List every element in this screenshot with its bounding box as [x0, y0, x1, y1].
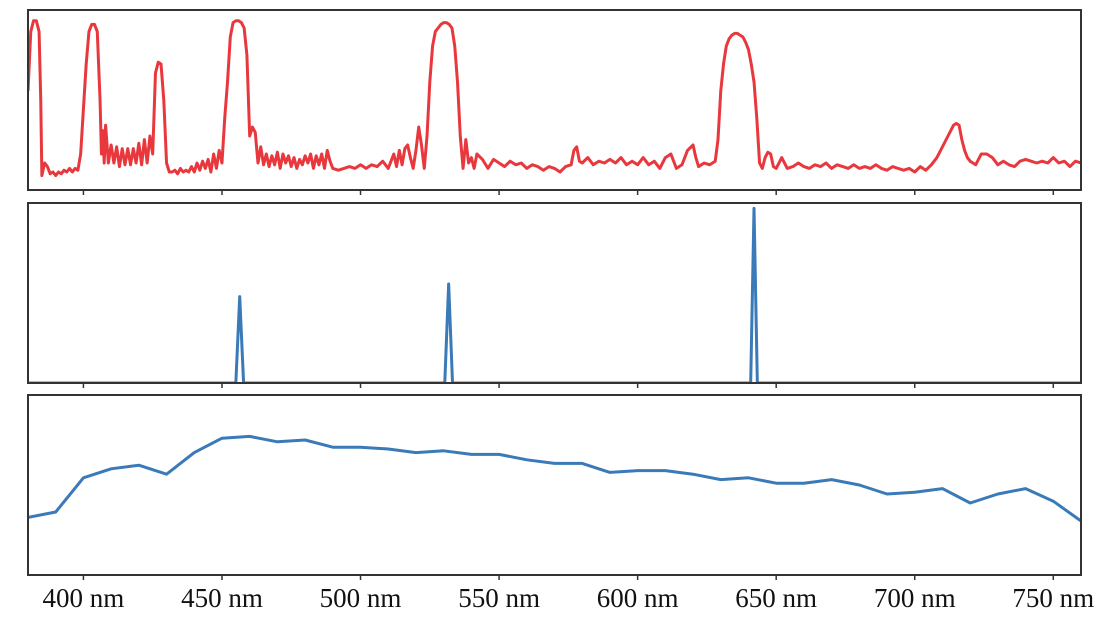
x-tick-label: 500 nm [320, 583, 402, 613]
line-series [28, 434, 1081, 523]
panel-frame [27, 394, 1082, 576]
panel [27, 9, 1082, 195]
x-tick-label: 600 nm [597, 583, 679, 613]
panel-frame [27, 202, 1082, 384]
x-tick-label: 550 nm [458, 583, 540, 613]
panel-frame [27, 9, 1082, 191]
line-series [28, 19, 1081, 178]
line-series [28, 206, 1081, 383]
x-tick-label: 750 nm [1012, 583, 1094, 613]
panel: 400 nm 450 nm 500 nm 550 nm 600 nm 650 nm 700 … [27, 394, 1094, 613]
panel [27, 202, 1082, 388]
x-tick-label: 650 nm [735, 583, 817, 613]
x-tick-label: 450 nm [181, 583, 263, 613]
x-tick-label: 400 nm [43, 583, 125, 613]
x-tick-label: 700 nm [874, 583, 956, 613]
